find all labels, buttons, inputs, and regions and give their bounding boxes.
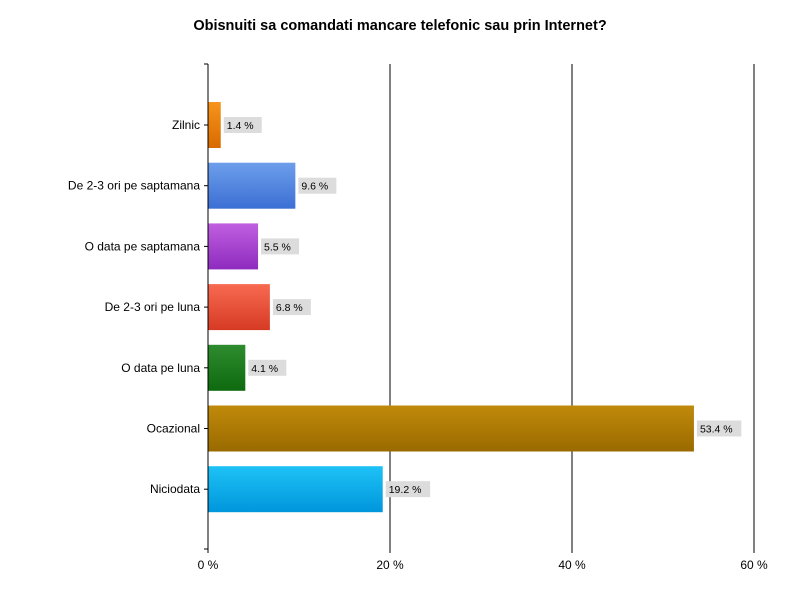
- data-label-bg: [385, 481, 431, 498]
- x-tick-label: 20 %: [376, 558, 404, 572]
- category-label: Ocazional: [147, 422, 200, 436]
- bar: [208, 223, 259, 270]
- bar: [208, 162, 296, 209]
- category-label: Zilnic: [172, 118, 200, 132]
- data-label-bg: [696, 420, 742, 437]
- bar: [208, 102, 221, 148]
- bar: [208, 405, 694, 452]
- data-label: 1.4 %: [227, 120, 254, 132]
- x-tick-label: 0 %: [198, 558, 219, 572]
- x-tick-label: 40 %: [558, 558, 586, 572]
- data-label-bg: [223, 117, 262, 133]
- category-label: O data pe saptamana: [85, 239, 201, 253]
- category-label: De 2-3 ori pe saptamana: [68, 179, 200, 193]
- data-label: 5.5 %: [264, 241, 291, 253]
- bar: [208, 344, 246, 391]
- data-label-bg: [272, 299, 311, 316]
- category-label: O data pe luna: [121, 361, 200, 375]
- bar: [208, 466, 383, 513]
- x-tick-label: 60 %: [740, 558, 768, 572]
- chart-title: Obisnuiti sa comandati mancare telefonic…: [193, 18, 607, 34]
- data-label: 4.1 %: [251, 363, 278, 375]
- category-label: Niciodata: [150, 482, 200, 496]
- data-label-bg: [261, 238, 300, 255]
- bar: [208, 284, 270, 331]
- data-label: 6.8 %: [276, 302, 303, 314]
- category-label: De 2-3 ori pe luna: [105, 300, 201, 314]
- data-label-bg: [248, 359, 287, 376]
- data-label: 9.6 %: [301, 181, 328, 193]
- data-label-bg: [298, 177, 337, 194]
- data-label: 53.4 %: [700, 424, 733, 436]
- data-label: 19.2 %: [389, 484, 422, 496]
